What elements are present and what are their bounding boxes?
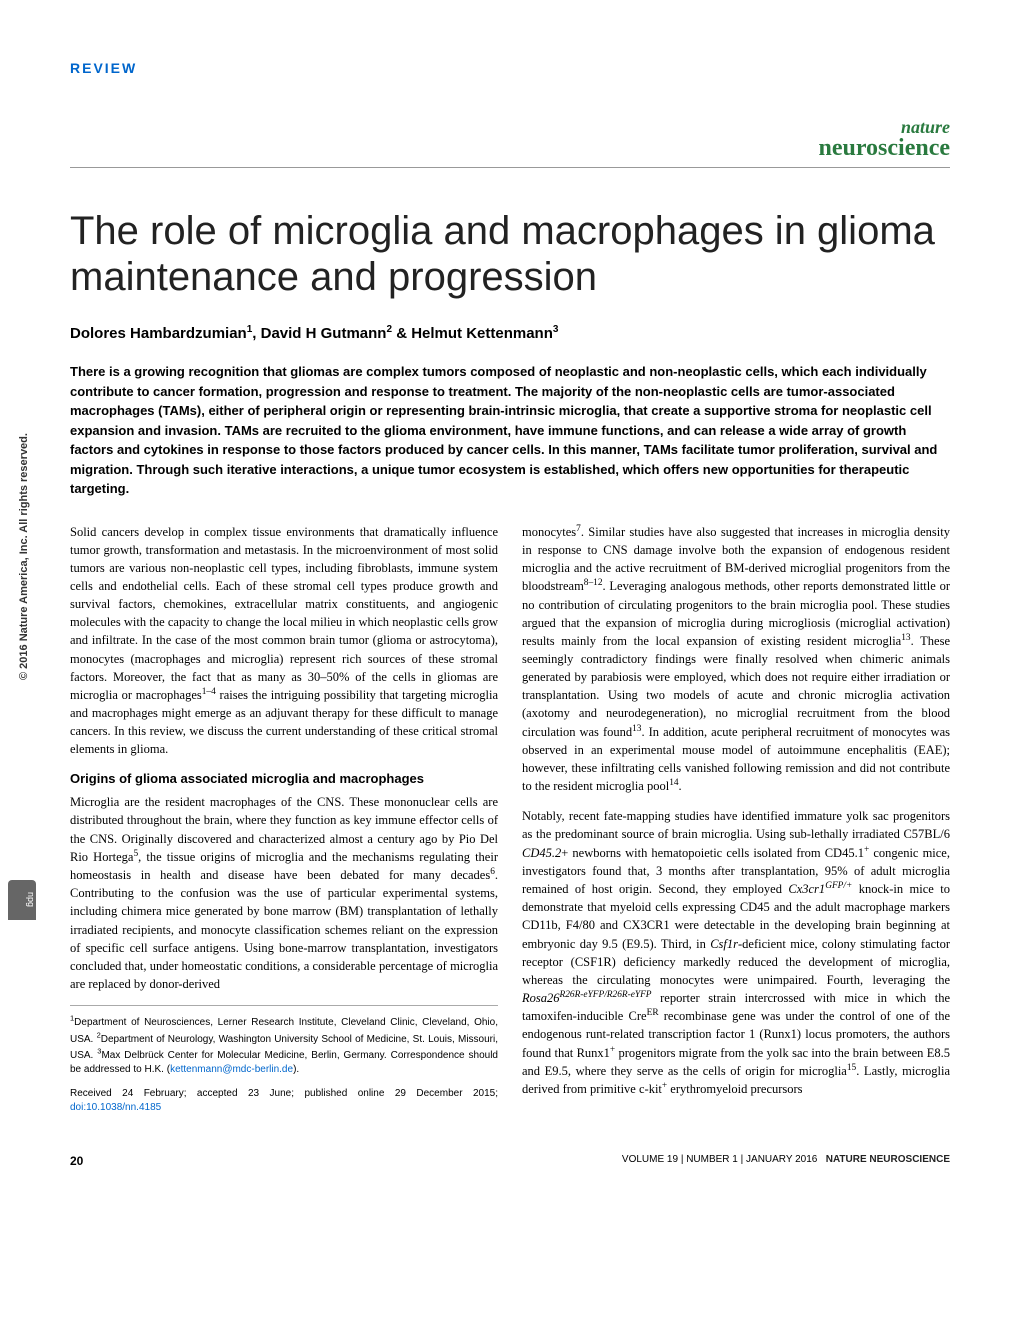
volume-info: VOLUME 19 | NUMBER 1 | JANUARY 2016 <box>622 1154 817 1165</box>
body-p2: Microglia are the resident macrophages o… <box>70 793 498 993</box>
abstract: There is a growing recognition that glio… <box>70 362 950 499</box>
copyright-sidebar: © 2016 Nature America, Inc. All rights r… <box>18 433 30 680</box>
affil-close: ). <box>293 1064 299 1075</box>
npg-badge: npg <box>8 880 36 920</box>
subheading-origins: Origins of glioma associated microglia a… <box>70 770 498 789</box>
correspondence-email[interactable]: kettenmann@mdc-berlin.de <box>170 1064 293 1075</box>
article-title: The role of microglia and macrophages in… <box>70 208 950 300</box>
doi-link[interactable]: doi:10.1038/nn.4185 <box>70 1102 161 1113</box>
page-number: 20 <box>70 1154 83 1168</box>
footer-journal: NATURE NEUROSCIENCE <box>826 1154 950 1165</box>
body-columns: Solid cancers develop in complex tissue … <box>70 523 950 1116</box>
body-p4: Notably, recent fate-mapping studies hav… <box>522 807 950 1098</box>
received-text: Received 24 February; accepted 23 June; … <box>70 1088 498 1099</box>
header-divider <box>70 167 950 168</box>
page-footer: 20 VOLUME 19 | NUMBER 1 | JANUARY 2016 N… <box>70 1146 950 1168</box>
section-label: REVIEW <box>70 60 950 76</box>
journal-name: nature neuroscience <box>70 116 950 159</box>
affiliations: 1Department of Neurosciences, Lerner Res… <box>70 1005 498 1077</box>
authors: Dolores Hambardzumian1, David H Gutmann2… <box>70 324 950 342</box>
footer-right: VOLUME 19 | NUMBER 1 | JANUARY 2016 NATU… <box>622 1154 950 1168</box>
body-p1: Solid cancers develop in complex tissue … <box>70 523 498 759</box>
received-line: Received 24 February; accepted 23 June; … <box>70 1087 498 1116</box>
body-p3: monocytes7. Similar studies have also su… <box>522 523 950 796</box>
journal-bottom: neuroscience <box>818 135 950 161</box>
